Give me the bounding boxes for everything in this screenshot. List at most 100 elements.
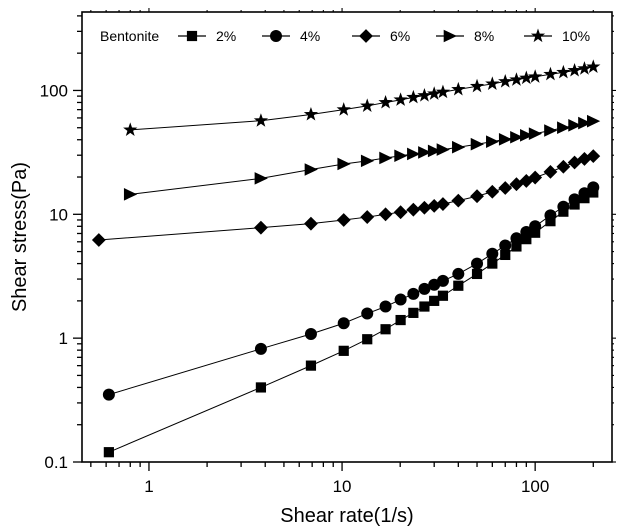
legend-marker xyxy=(359,29,373,43)
data-point xyxy=(254,342,267,355)
series-layer xyxy=(91,59,601,458)
data-point xyxy=(394,149,408,163)
legend-marker xyxy=(443,29,457,43)
data-point xyxy=(91,233,106,247)
y-tick-label: 10 xyxy=(49,205,68,224)
legend-marker xyxy=(530,28,546,43)
x-tick-label: 100 xyxy=(521,477,549,496)
data-point xyxy=(253,113,269,127)
legend-marker xyxy=(270,30,282,42)
data-point xyxy=(436,197,450,211)
data-point xyxy=(393,205,408,220)
data-point xyxy=(510,232,523,245)
data-point xyxy=(543,164,558,179)
data-point xyxy=(578,187,591,200)
data-point xyxy=(123,188,138,201)
data-point xyxy=(427,144,442,158)
data-point xyxy=(567,62,582,77)
data-point xyxy=(509,72,524,86)
data-point xyxy=(451,193,466,208)
data-point xyxy=(406,89,421,104)
data-point xyxy=(394,293,407,306)
data-point xyxy=(337,317,350,330)
data-point xyxy=(586,59,601,73)
data-point xyxy=(557,121,571,135)
data-point xyxy=(498,74,513,88)
data-point xyxy=(519,70,534,85)
data-point xyxy=(451,81,466,96)
data-point xyxy=(544,209,557,222)
data-point xyxy=(529,220,542,233)
data-point xyxy=(102,388,115,401)
legend-label: 2% xyxy=(216,28,236,44)
data-point xyxy=(577,152,592,166)
data-point xyxy=(254,220,268,235)
legend-label: 10% xyxy=(562,28,590,44)
series-line xyxy=(98,155,594,241)
data-point xyxy=(305,360,317,371)
data-point xyxy=(336,213,351,227)
data-point xyxy=(543,66,558,81)
data-point xyxy=(337,157,351,171)
data-point xyxy=(418,282,431,295)
data-point xyxy=(511,241,522,252)
data-point xyxy=(419,301,430,312)
data-point xyxy=(586,149,601,164)
legend: Bentonite 2% 4% 6% 8% 10% xyxy=(100,28,590,44)
data-point xyxy=(487,258,498,269)
data-point xyxy=(254,172,268,185)
data-point xyxy=(407,287,420,300)
data-point xyxy=(338,345,349,356)
data-point xyxy=(123,122,138,136)
plot-frame xyxy=(81,11,613,463)
x-tick-label: 10 xyxy=(333,477,352,496)
data-point xyxy=(520,225,533,238)
data-point xyxy=(427,198,442,213)
y-tick-label: 1 xyxy=(59,329,68,348)
data-point xyxy=(379,300,392,313)
data-point xyxy=(470,137,484,151)
series-2 xyxy=(91,149,601,247)
data-point xyxy=(427,86,442,100)
data-point xyxy=(429,295,440,306)
data-point xyxy=(528,69,543,83)
data-point xyxy=(521,234,532,245)
data-point xyxy=(452,267,465,280)
y-tick-label: 0.1 xyxy=(44,453,68,472)
data-point xyxy=(360,98,375,112)
data-point xyxy=(471,268,483,280)
data-point xyxy=(556,159,571,174)
data-point xyxy=(418,146,432,159)
data-point xyxy=(528,127,543,140)
data-point xyxy=(408,307,419,318)
legend-title: Bentonite xyxy=(100,28,159,44)
data-point xyxy=(407,147,421,161)
data-point xyxy=(336,102,351,116)
data-point xyxy=(380,324,391,335)
series-3 xyxy=(123,114,601,201)
data-point xyxy=(499,239,512,252)
data-point xyxy=(395,314,406,326)
legend-marker xyxy=(186,30,198,42)
data-point xyxy=(500,249,511,261)
data-point xyxy=(304,163,318,176)
data-point xyxy=(103,447,114,458)
series-4 xyxy=(123,59,601,136)
data-point xyxy=(362,334,373,345)
data-point xyxy=(568,193,581,206)
data-point xyxy=(304,216,318,231)
data-point xyxy=(528,170,543,185)
data-point xyxy=(577,61,592,75)
data-point xyxy=(556,64,571,79)
data-point xyxy=(435,84,451,99)
data-point xyxy=(378,94,393,109)
x-axis-title: Shear rate(1/s) xyxy=(280,505,413,527)
legend-label: 4% xyxy=(300,28,320,44)
data-point xyxy=(544,124,558,137)
data-point xyxy=(587,181,600,194)
legend-label: 6% xyxy=(390,28,410,44)
y-axis-title: Shear stress(Pa) xyxy=(9,162,31,312)
data-point xyxy=(530,227,541,238)
data-point xyxy=(436,143,450,156)
